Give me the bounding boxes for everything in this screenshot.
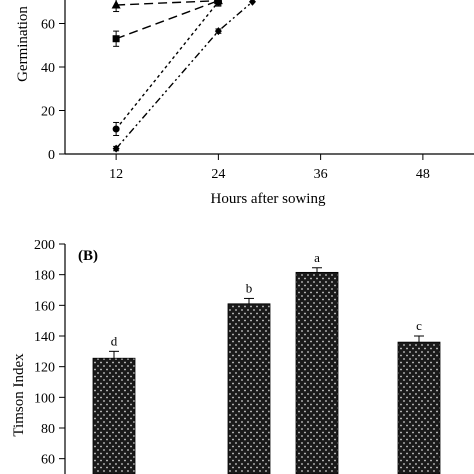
diamond-marker xyxy=(248,0,256,6)
line-series xyxy=(112,0,256,153)
y-axis-label: Germination xyxy=(15,6,31,82)
x-tick-label: 24 xyxy=(211,167,225,182)
line-chart-axes xyxy=(64,0,474,155)
y-tick-label: 180 xyxy=(34,269,55,284)
panel-label: (B) xyxy=(78,248,98,264)
square-marker xyxy=(112,35,120,43)
y-tick-label: 0 xyxy=(48,148,55,163)
x-tick-label: 12 xyxy=(109,167,123,182)
y-tick-label: 40 xyxy=(41,61,55,76)
circle-marker xyxy=(214,0,222,6)
line-series-group xyxy=(111,0,256,153)
timson-bar-chart: 60 80 100 120 140 160 180 200 d b a c (B) Timson I… xyxy=(11,238,441,474)
y-tick-label: 140 xyxy=(34,330,55,345)
y-tick-label: 120 xyxy=(34,361,55,376)
y-tick-label: 80 xyxy=(41,422,55,437)
triangle-marker xyxy=(111,0,121,9)
x-tick-group: 12 24 36 48 xyxy=(109,154,430,182)
bar xyxy=(397,341,441,474)
diamond-marker xyxy=(112,144,120,153)
significance-letter: d xyxy=(111,333,118,348)
bar xyxy=(92,357,136,474)
bar-group: d b a c xyxy=(92,250,441,474)
bar xyxy=(227,303,271,474)
germination-line-chart: 0 20 40 60 12 24 36 48 Germination Hours after… xyxy=(15,0,474,207)
x-tick-label: 48 xyxy=(416,167,430,182)
x-tick-label: 36 xyxy=(314,167,328,182)
series-line xyxy=(116,0,219,6)
y-axis-label: Timson Index xyxy=(11,353,27,437)
series-line xyxy=(115,0,219,40)
line-series xyxy=(112,0,222,47)
significance-letter: c xyxy=(416,318,422,333)
y-tick-label: 100 xyxy=(34,391,55,406)
y-tick-label: 160 xyxy=(34,299,55,314)
y-tick-label: 20 xyxy=(41,105,55,120)
line-series xyxy=(112,0,222,137)
significance-letter: a xyxy=(314,250,320,265)
diamond-marker xyxy=(214,27,222,36)
circle-marker xyxy=(112,125,120,133)
series-line xyxy=(115,1,253,150)
y-tick-group: 0 20 40 60 xyxy=(41,18,65,163)
line-series xyxy=(111,0,223,13)
y-tick-label: 60 xyxy=(41,18,55,33)
significance-letter: b xyxy=(246,280,253,295)
y-tick-label: 200 xyxy=(34,238,55,253)
y-tick-group: 60 80 100 120 140 160 180 200 xyxy=(34,238,65,468)
bar xyxy=(295,271,339,474)
y-tick-label: 60 xyxy=(41,453,55,468)
x-axis-label: Hours after sowing xyxy=(211,191,326,207)
series-line xyxy=(115,0,222,130)
